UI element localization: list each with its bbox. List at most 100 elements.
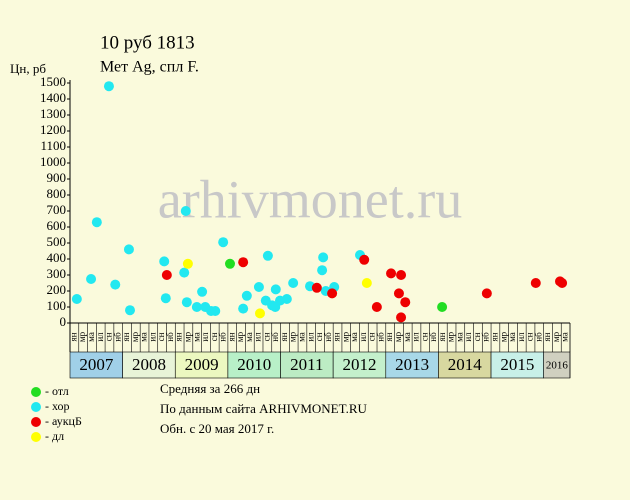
period-label: ян — [490, 332, 500, 341]
period-label: нб — [165, 332, 175, 342]
period-label: нб — [428, 332, 438, 342]
period-label: ил — [516, 332, 526, 342]
period-label: ил — [253, 332, 263, 342]
x-tick-label: 2008 — [132, 355, 166, 374]
x-tick-label: 2012 — [342, 355, 376, 374]
year-band — [385, 351, 439, 379]
watermark: arhivmonet.ru — [158, 169, 462, 229]
y-tick-label: 900 — [47, 170, 67, 185]
point — [396, 270, 407, 280]
point — [241, 290, 252, 301]
y-tick-label: 1100 — [40, 138, 66, 153]
x-tick-label: 2014 — [448, 355, 483, 374]
point — [371, 302, 382, 312]
period-label: ма — [349, 332, 359, 342]
period-label: сн — [104, 332, 114, 341]
period-label: ма — [454, 332, 464, 342]
x-tick-label: 2011 — [290, 355, 323, 374]
period-label: мр — [130, 331, 140, 342]
chart-subtitle: Мет Ag, спл F. — [100, 59, 199, 76]
period-label: ян — [542, 332, 552, 341]
period-label: ма — [86, 332, 96, 342]
chart-title: 10 руб 1813 — [100, 32, 195, 53]
y-tick-label: 700 — [47, 202, 67, 217]
period-label: ил — [147, 332, 157, 342]
x-tick-label: 2016 — [546, 360, 569, 372]
legend-marker — [31, 432, 41, 442]
period-label: мр — [235, 331, 245, 342]
point — [359, 254, 370, 265]
point — [238, 303, 249, 314]
period-label: ян — [384, 332, 394, 341]
y-tick-label: 1400 — [40, 90, 66, 105]
period-label: сн — [314, 332, 324, 341]
period-label: ма — [139, 332, 149, 342]
point — [281, 294, 292, 304]
period-label: нб — [375, 332, 385, 342]
point — [182, 258, 193, 269]
x-tick-label: 2007 — [79, 355, 114, 374]
period-label: нб — [112, 332, 122, 342]
y-tick-label: 600 — [47, 218, 67, 233]
y-tick-label: 1500 — [40, 74, 66, 89]
period-label: ма — [244, 332, 254, 342]
year-band — [122, 351, 176, 379]
year-band — [543, 351, 571, 379]
period-label: ян — [437, 332, 447, 341]
point — [181, 297, 192, 308]
period-label: ил — [411, 332, 421, 342]
x-tick-label: 2010 — [237, 355, 271, 374]
period-label: ма — [191, 332, 201, 342]
period-label: ян — [68, 332, 78, 341]
point — [238, 257, 249, 268]
point — [288, 278, 299, 288]
point — [197, 286, 208, 297]
point — [159, 256, 170, 267]
point — [123, 244, 134, 255]
period-label: ян — [279, 332, 289, 341]
point — [210, 306, 221, 316]
period-label: сн — [261, 332, 271, 341]
legend-label: - хор — [45, 399, 70, 413]
year-band — [438, 351, 492, 379]
y-tick-label: 0 — [60, 314, 67, 329]
y-axis-label: Цн, рб — [10, 61, 46, 76]
period-label: сн — [367, 332, 377, 341]
period-label: ил — [95, 332, 105, 342]
y-tick-label: 400 — [47, 250, 67, 265]
y-tick-label: 1300 — [40, 106, 66, 121]
period-label: нб — [270, 332, 280, 342]
point — [71, 294, 82, 304]
y-tick-label: 1200 — [40, 122, 66, 137]
period-label: ма — [560, 332, 570, 342]
period-label: ма — [507, 332, 517, 342]
point — [191, 302, 202, 312]
point — [225, 258, 235, 269]
period-label: ма — [402, 332, 412, 342]
period-label: мр — [77, 331, 87, 342]
legend-label: - аукцБ — [45, 414, 82, 428]
period-label: мр — [551, 331, 561, 342]
point — [530, 278, 541, 288]
point — [125, 305, 135, 316]
period-label: нб — [323, 332, 333, 342]
y-tick-label: 200 — [47, 282, 67, 297]
point — [110, 279, 121, 290]
period-label: мр — [446, 331, 456, 342]
period-label: сн — [156, 332, 166, 341]
legend-marker — [31, 387, 41, 397]
period-label: сн — [209, 332, 219, 341]
point — [318, 252, 329, 263]
point — [103, 81, 114, 92]
point — [262, 250, 273, 261]
point — [361, 278, 372, 288]
period-label: ян — [226, 332, 236, 341]
year-band — [490, 351, 544, 379]
point — [255, 308, 265, 319]
y-tick-label: 100 — [47, 298, 67, 313]
period-label: мр — [340, 331, 350, 342]
point — [327, 288, 338, 299]
